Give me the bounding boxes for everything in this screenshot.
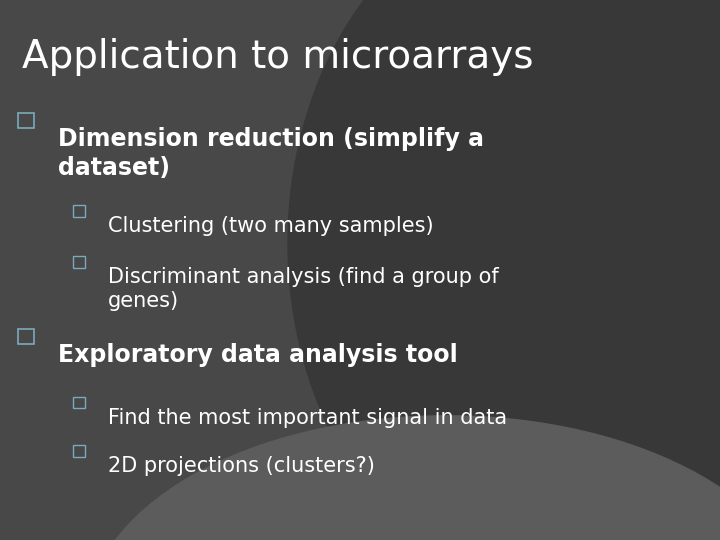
Text: Clustering (two many samples): Clustering (two many samples) (108, 216, 433, 236)
Text: 2D projections (clusters?): 2D projections (clusters?) (108, 456, 375, 476)
Text: Discriminant analysis (find a group of
genes): Discriminant analysis (find a group of g… (108, 267, 499, 311)
Text: Dimension reduction (simplify a
dataset): Dimension reduction (simplify a dataset) (58, 127, 484, 180)
Text: Find the most important signal in data: Find the most important signal in data (108, 408, 507, 428)
Text: Application to microarrays: Application to microarrays (22, 38, 533, 76)
Text: Exploratory data analysis tool: Exploratory data analysis tool (58, 343, 457, 367)
Ellipse shape (288, 0, 720, 540)
Ellipse shape (86, 416, 720, 540)
